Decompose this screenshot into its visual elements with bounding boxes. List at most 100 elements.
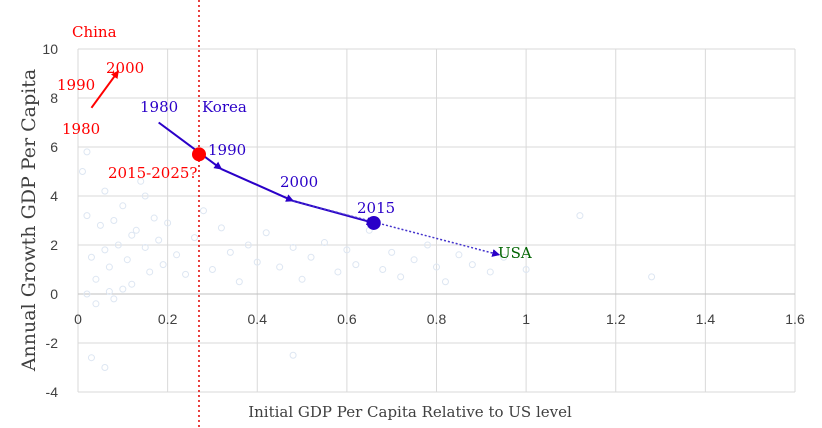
background-point <box>199 207 207 215</box>
x-tick-label: 0.6 <box>337 311 357 327</box>
y-tick-label: 0 <box>50 286 58 302</box>
background-point <box>217 224 225 232</box>
china-2015-2025-label: 2015-2025? <box>108 164 197 182</box>
y-tick-label: 4 <box>50 188 58 204</box>
background-point <box>137 177 145 185</box>
background-point <box>105 263 113 271</box>
korea-name-label: Korea <box>202 98 247 116</box>
background-point <box>101 246 109 254</box>
background-point <box>289 243 297 251</box>
background-point <box>334 268 342 276</box>
x-tick-label: 1.6 <box>785 311 805 327</box>
background-point <box>244 241 252 249</box>
background-point <box>83 290 91 298</box>
background-point <box>307 253 315 261</box>
x-tick-label: 1.4 <box>696 311 716 327</box>
annotations: China 1980 1990 2000 2015-2025? Korea 1980 1990… <box>57 23 532 262</box>
y-tick-label: 2 <box>50 237 58 253</box>
background-point <box>343 246 351 254</box>
korea-projection-arrow <box>292 200 501 257</box>
background-point <box>87 354 95 362</box>
background-point <box>155 236 163 244</box>
usa-label: USA <box>498 244 532 262</box>
background-point <box>159 261 167 269</box>
china-1990-label: 1990 <box>57 76 95 94</box>
background-point <box>105 288 113 296</box>
x-tick-label: 0.8 <box>427 311 447 327</box>
background-point <box>83 212 91 220</box>
x-tick-label: 0.4 <box>248 311 268 327</box>
x-tick-label: 0 <box>74 311 82 327</box>
background-point <box>433 263 440 271</box>
background-point <box>83 148 91 156</box>
y-tick-label: -2 <box>46 335 59 351</box>
background-point <box>119 285 127 293</box>
background-point <box>141 192 149 200</box>
background-point <box>276 263 284 271</box>
background-point <box>173 251 181 259</box>
background-point <box>150 214 158 222</box>
china-1980-label: 1980 <box>62 120 100 138</box>
x-tick-label: 1.2 <box>606 311 626 327</box>
background-point <box>226 248 234 256</box>
y-tick-label: 6 <box>50 139 58 155</box>
background-point <box>455 251 463 259</box>
china-arrow <box>90 70 120 109</box>
background-point <box>468 261 476 269</box>
background-point <box>123 256 131 264</box>
y-tick-label: -4 <box>46 384 59 400</box>
background-point <box>92 275 100 283</box>
background-point <box>576 212 584 220</box>
background-point <box>379 266 387 273</box>
china-name-label: China <box>72 23 117 41</box>
background-point <box>78 168 86 175</box>
x-axis-label: Initial GDP Per Capita Relative to US le… <box>248 403 572 421</box>
background-point <box>289 351 297 359</box>
korea-arrow <box>158 121 223 170</box>
background-point <box>253 258 261 266</box>
y-tick-label: 8 <box>50 90 58 106</box>
background-point <box>352 261 360 269</box>
background-point <box>128 280 136 288</box>
background-point <box>132 226 140 234</box>
background-point <box>235 278 243 286</box>
background-point <box>110 295 118 303</box>
background-point <box>164 219 172 227</box>
background-point <box>114 241 122 249</box>
trajectory-lines <box>90 0 501 428</box>
background-point <box>486 268 494 276</box>
china-current-point <box>191 147 206 162</box>
korea-arrow <box>220 168 295 202</box>
background-point <box>500 253 508 261</box>
background-point <box>424 241 432 249</box>
background-point <box>128 231 136 239</box>
x-tick-label: 1 <box>522 311 530 327</box>
background-point <box>146 268 154 276</box>
background-point <box>96 221 104 229</box>
background-point <box>648 273 656 281</box>
background-point <box>110 217 118 224</box>
korea-2000-label: 2000 <box>280 173 318 191</box>
korea-1980-label: 1980 <box>140 98 178 116</box>
background-point <box>298 275 306 283</box>
background-point <box>141 243 149 251</box>
background-point <box>522 266 530 273</box>
korea-2015-point <box>366 215 381 230</box>
korea-2015-label: 2015 <box>357 199 395 217</box>
grid-lines <box>77 48 796 393</box>
axis-ticks: -4 -2 0 2 4 6 8 10 0 0.2 0.4 0.6 0.8 1 1.2 1.4 1.6 <box>42 41 805 400</box>
china-2000-label: 2000 <box>106 59 144 77</box>
background-point <box>101 187 109 195</box>
background-point <box>182 270 190 278</box>
background-point <box>262 229 270 237</box>
background-point <box>208 266 216 273</box>
background-point <box>191 234 199 242</box>
background-point <box>119 202 127 210</box>
background-point <box>320 239 328 247</box>
background-point <box>388 248 396 256</box>
y-axis-label: Annual Growth GDP Per Capita <box>18 69 40 372</box>
background-point <box>101 364 109 371</box>
background-point <box>410 256 418 264</box>
korea-1990-label: 1990 <box>208 141 246 159</box>
